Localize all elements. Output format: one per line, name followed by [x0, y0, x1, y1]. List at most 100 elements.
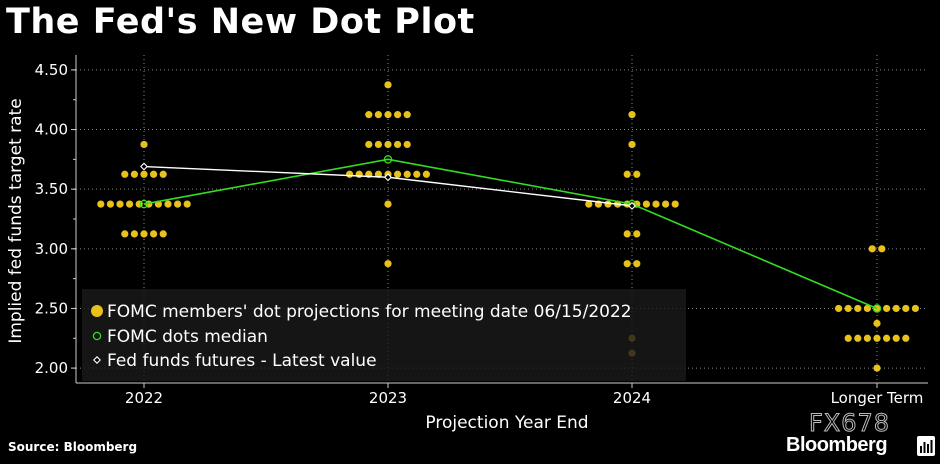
fomc-dot — [126, 200, 134, 208]
legend-box — [82, 289, 686, 381]
y-tick-label: 4.00 — [35, 121, 68, 139]
y-tick-label: 2.00 — [35, 359, 68, 377]
fomc-dot — [902, 304, 910, 313]
fomc-dot — [892, 304, 900, 313]
lines-layer — [139, 155, 882, 313]
bloomberg-bars-icon — [917, 436, 935, 456]
legend-futures-marker — [93, 356, 101, 364]
fomc-dot — [121, 170, 129, 178]
fomc-dot — [174, 200, 182, 208]
fomc-dot — [403, 140, 411, 149]
fomc-dot — [854, 334, 862, 342]
fomc-dot — [623, 170, 631, 178]
fomc-dot — [835, 304, 843, 313]
fomc-dot — [873, 334, 881, 342]
fomc-dot — [384, 200, 392, 208]
legend-label: FOMC dots median — [107, 327, 268, 347]
median-marker — [139, 199, 149, 209]
fomc-dot — [623, 260, 631, 268]
fomc-dot — [130, 230, 138, 238]
fomc-dot — [384, 140, 392, 149]
fomc-dot — [394, 111, 402, 119]
fomc-dot — [652, 200, 660, 208]
fomc-dot — [394, 140, 402, 149]
fomc-dot — [902, 334, 910, 342]
watermark: FX678 — [808, 409, 891, 438]
fomc-dot — [346, 170, 354, 178]
legend-layer: FOMC members' dot projections for meetin… — [91, 302, 632, 371]
fomc-dot — [633, 170, 641, 178]
fomc-dot — [374, 140, 382, 149]
fomc-dot — [394, 170, 402, 178]
x-tick-label: 2024 — [613, 389, 651, 407]
legend-median-marker — [92, 331, 102, 341]
fomc-dot — [116, 200, 124, 208]
futures-marker — [140, 162, 148, 171]
fomc-dot — [873, 319, 881, 327]
fomc-dot — [164, 200, 172, 208]
fomc-dot — [642, 200, 651, 208]
legend-label: Fed funds futures - Latest value — [107, 351, 377, 371]
fomc-dot — [883, 334, 891, 342]
x-axis-label: Projection Year End — [425, 413, 588, 433]
fomc-dot — [422, 170, 430, 178]
legend-label: FOMC members' dot projections for meetin… — [107, 302, 632, 322]
y-tick-label: 4.50 — [35, 61, 68, 79]
axis-layer: 2.00 2.50 3.00 3.50 4.00 4.50 2022 2023 2024 Long… — [6, 55, 928, 433]
fomc-dot — [403, 170, 411, 178]
fomc-dot — [121, 230, 129, 238]
fomc-dot — [633, 260, 641, 268]
y-tick-label: 3.50 — [35, 180, 68, 198]
fomc-dot — [374, 111, 382, 119]
y-tick-label: 2.50 — [35, 299, 68, 317]
fomc-dot — [384, 260, 392, 268]
legend-dot-marker — [91, 305, 103, 317]
fomc-dot — [604, 200, 612, 208]
fomc-dot — [130, 170, 138, 178]
dots-layer — [97, 81, 920, 372]
fomc-dot — [183, 200, 191, 208]
y-axis-label: Implied fed funds target rate — [6, 98, 26, 343]
fomc-dot — [873, 364, 881, 372]
median-marker — [383, 155, 393, 164]
page-title: The Fed's New Dot Plot — [6, 2, 475, 42]
brand-logo: Bloomberg — [786, 434, 888, 456]
fomc-dot — [662, 200, 670, 208]
futures-marker — [384, 173, 392, 182]
fomc-dot — [628, 140, 636, 149]
fomc-dot — [868, 245, 876, 253]
fomc-dot — [106, 200, 114, 208]
fomc-dot — [413, 170, 421, 178]
fomc-dot — [365, 140, 373, 149]
median-marker — [872, 304, 882, 313]
x-tick-label: 2023 — [369, 389, 407, 407]
fomc-dot — [159, 230, 167, 238]
futures-marker — [628, 201, 636, 210]
fomc-dot — [628, 111, 636, 119]
fomc-dot — [671, 200, 679, 208]
fomc-dot — [863, 304, 872, 313]
x-tick-label: 2022 — [125, 389, 163, 407]
fomc-dot — [623, 230, 631, 238]
fomc-dot — [384, 81, 392, 89]
fomc-dot — [883, 304, 891, 313]
fomc-dot — [878, 245, 886, 253]
fomc-dot — [844, 334, 852, 342]
fomc-dot — [384, 111, 392, 119]
fomc-dot — [150, 170, 158, 178]
y-tick-label: 3.00 — [35, 240, 68, 258]
median-line — [143, 158, 878, 310]
fomc-dot — [844, 304, 852, 313]
fomc-dot — [140, 170, 148, 178]
fomc-dot — [854, 304, 862, 313]
fomc-dot — [159, 170, 167, 178]
x-tick-label: Longer Term — [831, 389, 924, 407]
fomc-dot — [97, 200, 105, 208]
fomc-dot — [140, 230, 148, 238]
fomc-dot — [892, 334, 900, 342]
fomc-dot — [403, 111, 411, 119]
fomc-dot — [911, 304, 920, 313]
source-note: Source: Bloomberg — [8, 440, 138, 454]
fomc-dot — [633, 230, 641, 238]
